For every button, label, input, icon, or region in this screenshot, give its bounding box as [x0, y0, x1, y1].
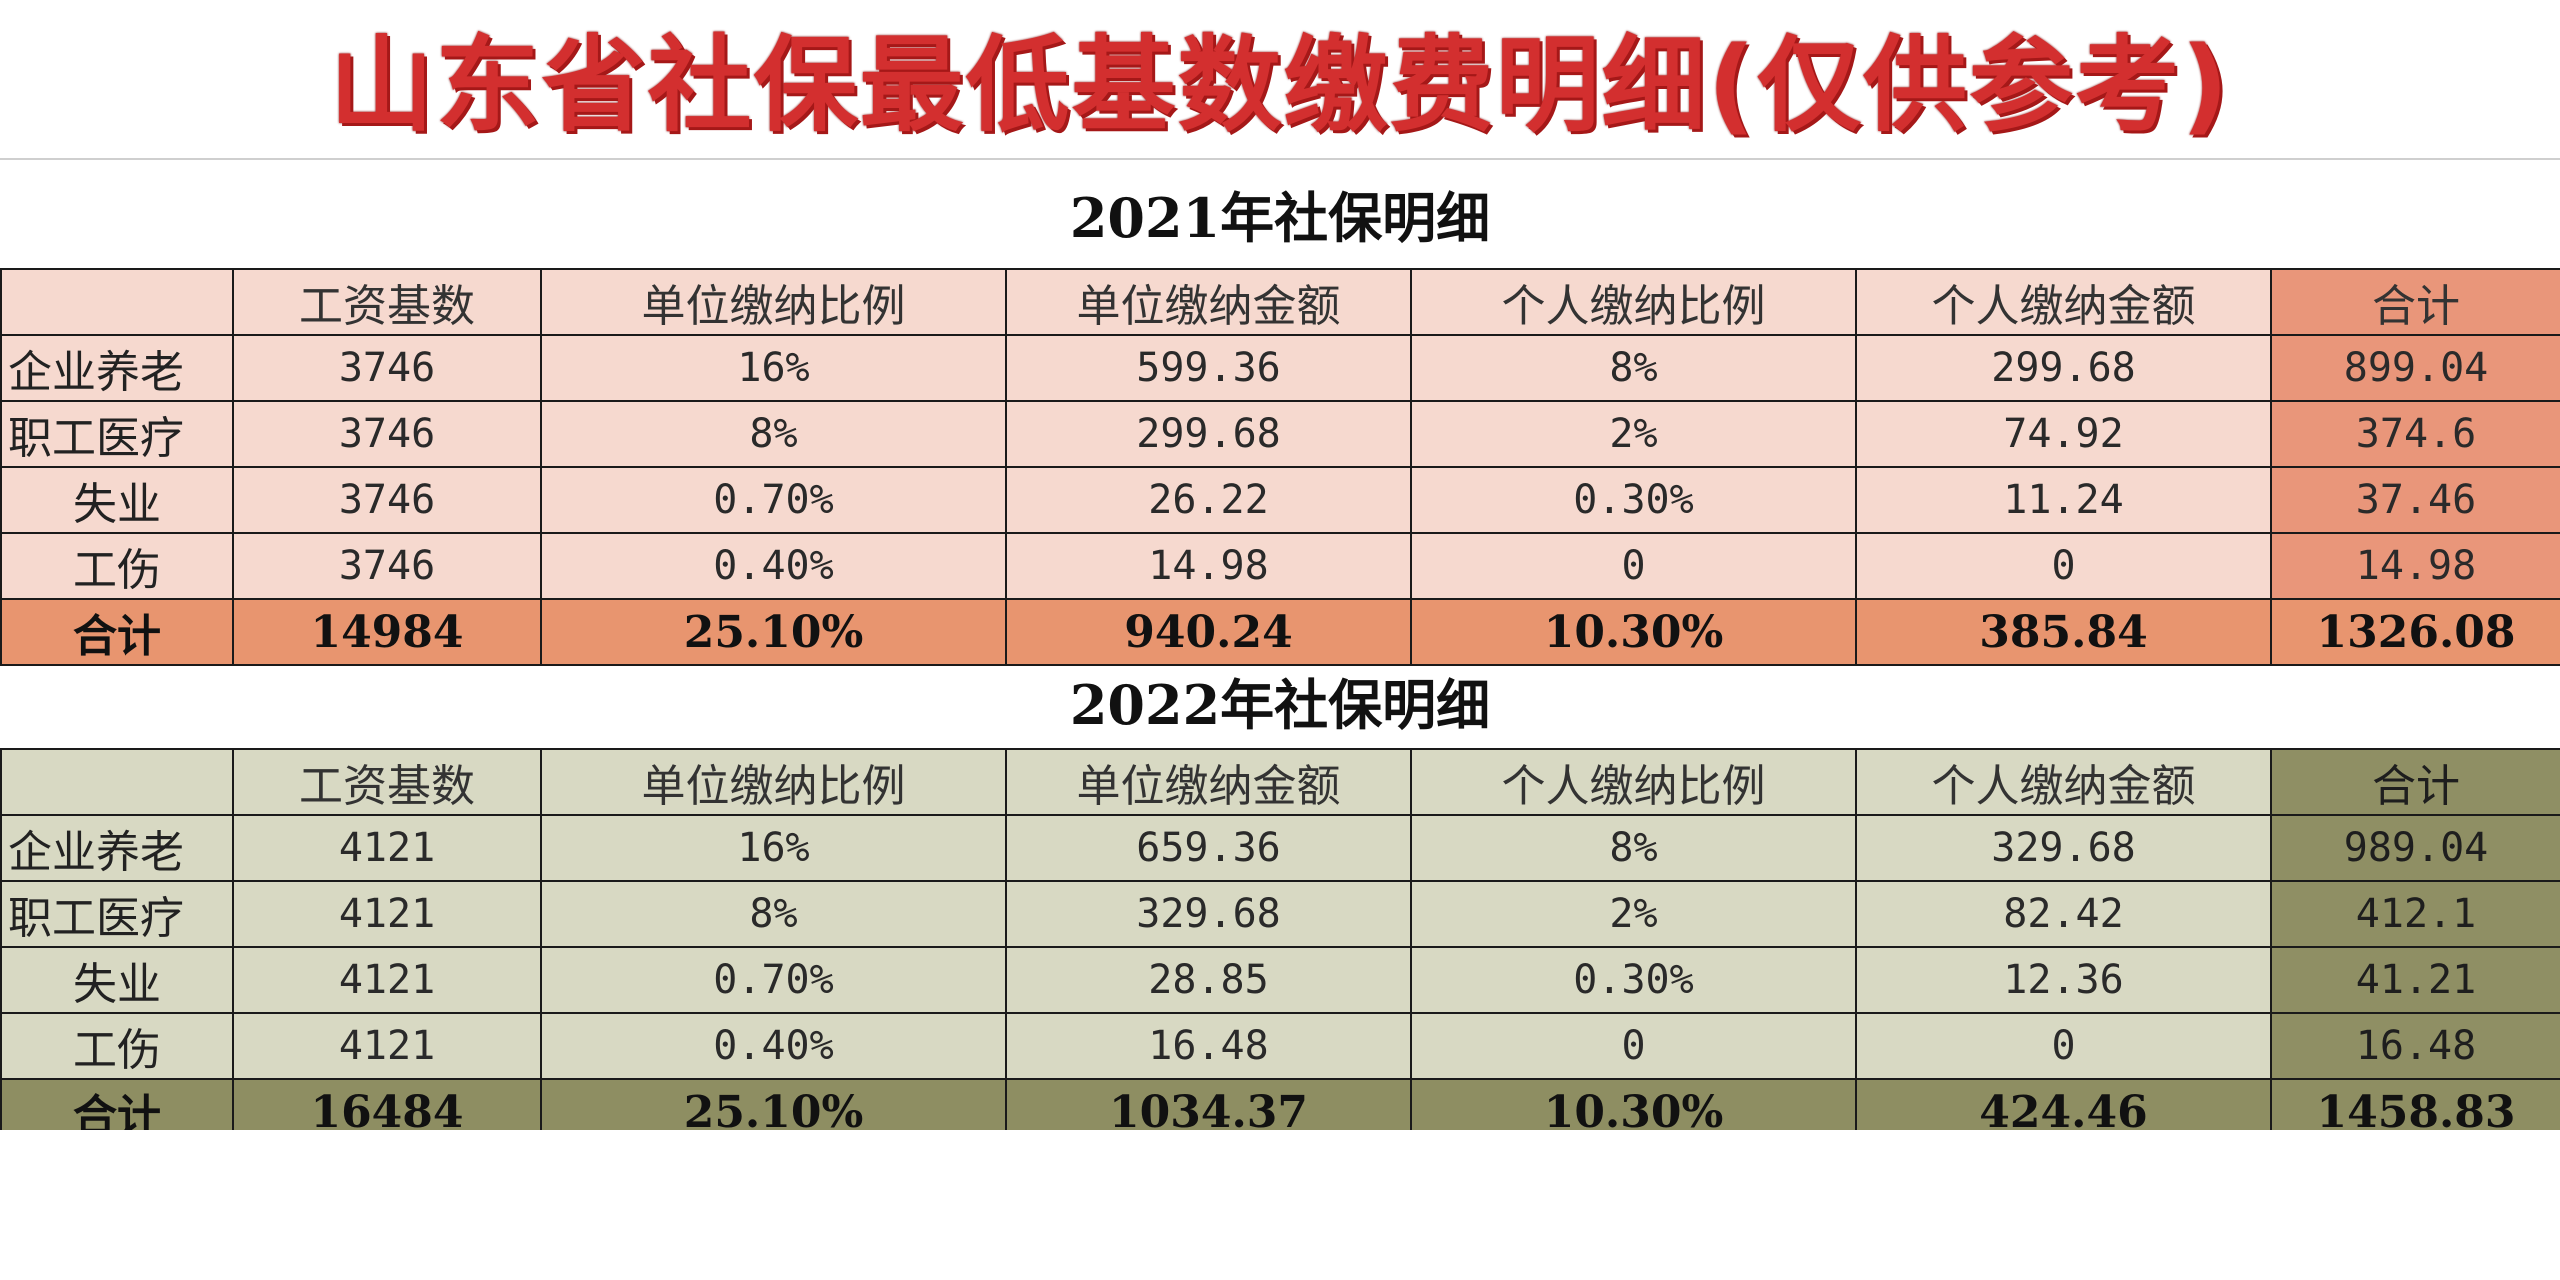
header-cell-blank [0, 748, 234, 816]
section-title-2022: 2022年社保明细 [1069, 673, 1491, 737]
table-cell: 3746 [232, 334, 542, 402]
table-cell: 0 [1855, 1012, 2272, 1080]
table-cell: 0 [1855, 532, 2272, 600]
row-label: 失业 [0, 466, 234, 534]
table-cell: 8% [1410, 814, 1857, 882]
header-cell-personal-rate: 个人缴纳比例 [1410, 748, 1857, 816]
table-cell: 0 [1410, 1012, 1857, 1080]
table-cell: 3746 [232, 466, 542, 534]
header-row: 工资基数 单位缴纳比例 单位缴纳金额 个人缴纳比例 个人缴纳金额 合计 [0, 748, 2560, 816]
header-cell-total: 合计 [2270, 748, 2560, 816]
table-row: 企业养老 4121 16% 659.36 8% 329.68 989.04 [0, 814, 2560, 882]
table-cell: 8% [540, 880, 1007, 948]
table-cell: 4121 [232, 814, 542, 882]
row-label: 企业养老 [0, 334, 234, 402]
table-cell-sum: 899.04 [2270, 334, 2560, 402]
table-cell-sum: 374.6 [2270, 400, 2560, 468]
total-cell: 14984 [232, 598, 542, 666]
header-cell-personal-amount: 个人缴纳金额 [1855, 748, 2272, 816]
table-cell: 2% [1410, 400, 1857, 468]
table-row: 失业 4121 0.70% 28.85 0.30% 12.36 41.21 [0, 946, 2560, 1014]
table-cell: 0.40% [540, 1012, 1007, 1080]
table-cell-sum: 14.98 [2270, 532, 2560, 600]
row-label: 失业 [0, 946, 234, 1014]
table-cell: 28.85 [1005, 946, 1412, 1014]
row-label: 工伤 [0, 1012, 234, 1080]
header-cell-total: 合计 [2270, 268, 2560, 336]
top-divider [0, 158, 2560, 160]
table-cell: 3746 [232, 532, 542, 600]
table-cell: 4121 [232, 1012, 542, 1080]
table-row: 职工医疗 4121 8% 329.68 2% 82.42 412.1 [0, 880, 2560, 948]
table-cell: 0.30% [1410, 946, 1857, 1014]
total-cell: 385.84 [1855, 598, 2272, 666]
page-title: 山东省社保最低基数缴费明细(仅供参考) [329, 24, 2231, 146]
header-cell-blank [0, 268, 234, 336]
table-cell: 599.36 [1005, 334, 1412, 402]
row-label: 工伤 [0, 532, 234, 600]
table-cell: 16% [540, 814, 1007, 882]
total-row: 合计 14984 25.10% 940.24 10.30% 385.84 132… [0, 598, 2560, 666]
table-cell: 4121 [232, 880, 542, 948]
table-cell-sum: 37.46 [2270, 466, 2560, 534]
table-cell: 82.42 [1855, 880, 2272, 948]
header-cell-employer-amount: 单位缴纳金额 [1005, 748, 1412, 816]
total-cell: 25.10% [540, 598, 1007, 666]
header-cell-personal-rate: 个人缴纳比例 [1410, 268, 1857, 336]
table-cell: 299.68 [1005, 400, 1412, 468]
table-cell: 0.30% [1410, 466, 1857, 534]
table-cell: 299.68 [1855, 334, 2272, 402]
table-cell: 11.24 [1855, 466, 2272, 534]
table-row: 企业养老 3746 16% 599.36 8% 299.68 899.04 [0, 334, 2560, 402]
table-row: 工伤 3746 0.40% 14.98 0 0 14.98 [0, 532, 2560, 600]
table-cell: 74.92 [1855, 400, 2272, 468]
header-cell-wage-base: 工资基数 [232, 748, 542, 816]
header-cell-wage-base: 工资基数 [232, 268, 542, 336]
table-cell: 8% [1410, 334, 1857, 402]
total-cell-grand: 1326.08 [2270, 598, 2560, 666]
table-cell: 14.98 [1005, 532, 1412, 600]
table-cell: 659.36 [1005, 814, 1412, 882]
total-cell: 940.24 [1005, 598, 1412, 666]
row-label: 职工医疗 [0, 880, 234, 948]
table-cell: 3746 [232, 400, 542, 468]
table-cell: 0.70% [540, 946, 1007, 1014]
row-label: 企业养老 [0, 814, 234, 882]
table-cell-sum: 412.1 [2270, 880, 2560, 948]
blank-footer-area [0, 1130, 2560, 1280]
table-cell: 2% [1410, 880, 1857, 948]
header-cell-personal-amount: 个人缴纳金额 [1855, 268, 2272, 336]
table-row: 失业 3746 0.70% 26.22 0.30% 11.24 37.46 [0, 466, 2560, 534]
table-cell: 4121 [232, 946, 542, 1014]
header-cell-employer-amount: 单位缴纳金额 [1005, 268, 1412, 336]
row-label-total: 合计 [0, 598, 234, 666]
header-cell-employer-rate: 单位缴纳比例 [540, 748, 1007, 816]
row-label: 职工医疗 [0, 400, 234, 468]
table-cell-sum: 989.04 [2270, 814, 2560, 882]
table-cell: 26.22 [1005, 466, 1412, 534]
table-cell-sum: 16.48 [2270, 1012, 2560, 1080]
table-cell: 0.70% [540, 466, 1007, 534]
table-cell: 329.68 [1855, 814, 2272, 882]
table-row: 工伤 4121 0.40% 16.48 0 0 16.48 [0, 1012, 2560, 1080]
table-2022: 工资基数 单位缴纳比例 单位缴纳金额 个人缴纳比例 个人缴纳金额 合计 企业养老… [0, 748, 2560, 1146]
table-cell: 329.68 [1005, 880, 1412, 948]
table-row: 职工医疗 3746 8% 299.68 2% 74.92 374.6 [0, 400, 2560, 468]
header-cell-employer-rate: 单位缴纳比例 [540, 268, 1007, 336]
section-title-2021: 2021年社保明细 [1069, 186, 1491, 250]
table-2021: 工资基数 单位缴纳比例 单位缴纳金额 个人缴纳比例 个人缴纳金额 合计 企业养老… [0, 268, 2560, 666]
table-cell: 8% [540, 400, 1007, 468]
table-cell: 16.48 [1005, 1012, 1412, 1080]
table-cell: 16% [540, 334, 1007, 402]
total-cell: 10.30% [1410, 598, 1857, 666]
header-row: 工资基数 单位缴纳比例 单位缴纳金额 个人缴纳比例 个人缴纳金额 合计 [0, 268, 2560, 336]
table-cell: 0 [1410, 532, 1857, 600]
table-cell: 0.40% [540, 532, 1007, 600]
table-cell: 12.36 [1855, 946, 2272, 1014]
table-cell-sum: 41.21 [2270, 946, 2560, 1014]
